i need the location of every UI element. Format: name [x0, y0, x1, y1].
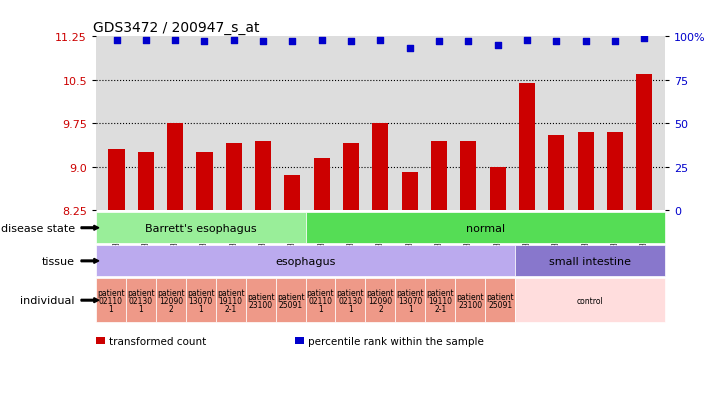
- Bar: [314, 159, 330, 211]
- Text: patient
19110
2-1: patient 19110 2-1: [217, 288, 245, 313]
- Bar: [425, 279, 455, 322]
- Text: patient
25091: patient 25091: [277, 292, 304, 309]
- Point: [346, 39, 357, 46]
- Text: transformed count: transformed count: [109, 336, 206, 346]
- Point: [638, 36, 650, 42]
- Bar: [109, 150, 124, 211]
- Point: [580, 39, 592, 46]
- Text: disease state: disease state: [1, 223, 75, 233]
- Bar: [402, 173, 418, 211]
- Point: [257, 39, 269, 46]
- Bar: [455, 279, 485, 322]
- Bar: [431, 141, 447, 211]
- Text: esophagus: esophagus: [275, 256, 336, 266]
- Bar: [156, 279, 186, 322]
- Point: [287, 39, 298, 46]
- Text: patient
02130
1: patient 02130 1: [127, 288, 155, 313]
- Bar: [225, 144, 242, 211]
- Bar: [490, 167, 506, 211]
- Point: [492, 43, 503, 49]
- Text: patient
13070
1: patient 13070 1: [187, 288, 215, 313]
- Text: patient
12090
2: patient 12090 2: [157, 288, 185, 313]
- Text: tissue: tissue: [42, 256, 75, 266]
- Bar: [276, 279, 306, 322]
- Point: [199, 39, 210, 46]
- Bar: [196, 153, 213, 211]
- Bar: [343, 144, 359, 211]
- Text: GDS3472 / 200947_s_at: GDS3472 / 200947_s_at: [93, 21, 260, 35]
- Text: Barrett's esophagus: Barrett's esophagus: [145, 223, 257, 233]
- Bar: [636, 75, 652, 211]
- Text: patient
23100: patient 23100: [456, 292, 484, 309]
- Text: normal: normal: [466, 223, 505, 233]
- Point: [404, 46, 415, 52]
- Bar: [519, 83, 535, 211]
- Bar: [167, 124, 183, 211]
- Bar: [306, 213, 665, 244]
- Bar: [336, 279, 365, 322]
- Bar: [306, 279, 336, 322]
- Bar: [284, 176, 301, 211]
- Text: patient
02110
1: patient 02110 1: [306, 288, 334, 313]
- Bar: [246, 279, 276, 322]
- Bar: [96, 279, 126, 322]
- Bar: [186, 279, 215, 322]
- Point: [228, 37, 240, 44]
- Point: [111, 37, 122, 44]
- Bar: [365, 279, 395, 322]
- Point: [521, 37, 533, 44]
- Text: patient
25091: patient 25091: [486, 292, 514, 309]
- Text: percentile rank within the sample: percentile rank within the sample: [308, 336, 483, 346]
- Bar: [96, 246, 515, 277]
- Bar: [515, 246, 665, 277]
- Point: [375, 37, 386, 44]
- Bar: [215, 279, 246, 322]
- Point: [140, 37, 151, 44]
- Point: [463, 39, 474, 46]
- Bar: [607, 133, 623, 211]
- Bar: [255, 141, 271, 211]
- Bar: [96, 213, 306, 244]
- Text: patient
23100: patient 23100: [247, 292, 274, 309]
- Text: patient
02110
1: patient 02110 1: [97, 288, 124, 313]
- Point: [550, 39, 562, 46]
- Point: [169, 37, 181, 44]
- Bar: [373, 124, 388, 211]
- Bar: [485, 279, 515, 322]
- Point: [433, 39, 444, 46]
- Bar: [138, 153, 154, 211]
- Bar: [460, 141, 476, 211]
- Text: patient
19110
2-1: patient 19110 2-1: [427, 288, 454, 313]
- Text: patient
02130
1: patient 02130 1: [336, 288, 364, 313]
- Text: patient
12090
2: patient 12090 2: [367, 288, 394, 313]
- Point: [609, 39, 621, 46]
- Point: [316, 37, 328, 44]
- Bar: [577, 133, 594, 211]
- Bar: [126, 279, 156, 322]
- Text: control: control: [577, 296, 604, 305]
- Text: individual: individual: [20, 295, 75, 306]
- Text: small intestine: small intestine: [549, 256, 631, 266]
- Text: patient
13070
1: patient 13070 1: [397, 288, 424, 313]
- Bar: [548, 135, 565, 211]
- Bar: [395, 279, 425, 322]
- Bar: [515, 279, 665, 322]
